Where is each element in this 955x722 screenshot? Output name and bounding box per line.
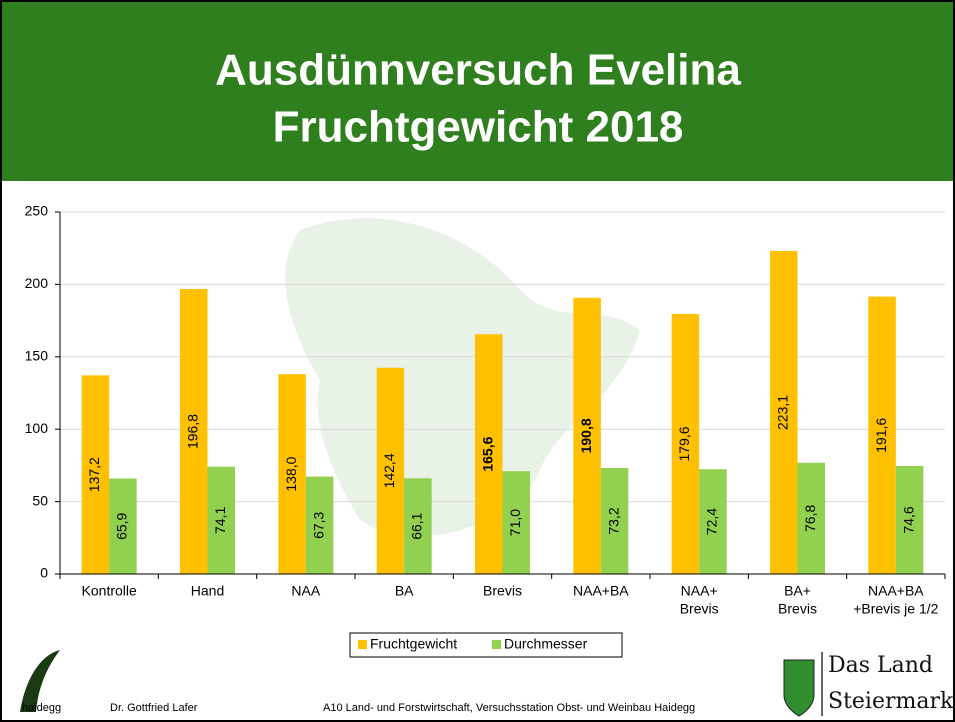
haidegg-logo bbox=[20, 650, 60, 712]
plot: 0 50 100 150 200 250 137,2 196,8 138,0 142,4 165,6… bbox=[25, 203, 946, 617]
bar bbox=[81, 375, 110, 574]
value-label: 67,3 bbox=[310, 511, 326, 538]
bar bbox=[699, 469, 727, 574]
brand-line: Das Land bbox=[828, 653, 933, 678]
x-tick-label: +Brevis je 1/2 bbox=[853, 601, 938, 617]
header-band bbox=[1, 1, 954, 181]
x-tick-label: BA bbox=[395, 583, 414, 599]
institution: A10 Land- und Forstwirtschaft, Versuchss… bbox=[323, 702, 695, 714]
x-tick-label: Kontrolle bbox=[82, 583, 137, 599]
bar bbox=[502, 471, 530, 574]
bar bbox=[278, 374, 306, 574]
bar bbox=[180, 289, 208, 574]
value-label: 223,1 bbox=[774, 395, 790, 430]
title-line: Fruchtgewicht 2018 bbox=[273, 103, 684, 152]
y-tick-label: 150 bbox=[25, 348, 49, 364]
bar bbox=[404, 478, 432, 574]
bar bbox=[895, 465, 924, 574]
value-label: 73,2 bbox=[605, 507, 621, 534]
bar bbox=[109, 478, 137, 574]
value-label: 74,1 bbox=[212, 507, 228, 534]
value-label: 137,2 bbox=[86, 457, 102, 492]
bar bbox=[573, 297, 601, 574]
bar bbox=[305, 476, 334, 574]
value-label: 72,4 bbox=[704, 508, 720, 535]
legend-label: Durchmesser bbox=[504, 636, 588, 652]
x-tick-label: Brevis bbox=[778, 601, 817, 617]
value-label: 191,6 bbox=[873, 418, 889, 453]
value-label: 74,6 bbox=[900, 506, 916, 533]
x-tick-label: NAA+BA bbox=[573, 583, 629, 599]
value-label: 165,6 bbox=[479, 436, 495, 471]
watermark bbox=[285, 218, 640, 537]
value-label: 190,8 bbox=[578, 418, 594, 453]
author: Dr. Gottfried Lafer bbox=[110, 702, 198, 714]
value-label: 179,6 bbox=[676, 426, 692, 461]
value-label: 142,4 bbox=[381, 453, 397, 488]
y-tick-label: 200 bbox=[25, 275, 49, 291]
bar bbox=[376, 367, 405, 574]
value-label: 196,8 bbox=[184, 414, 200, 449]
bar bbox=[671, 313, 700, 574]
y-tick-label: 50 bbox=[32, 492, 48, 508]
x-tick-label: NAA+ bbox=[681, 583, 718, 599]
y-tick-label: 250 bbox=[25, 203, 49, 219]
x-tick-label: NAA bbox=[291, 583, 320, 599]
x-tick-label: Brevis bbox=[680, 601, 719, 617]
logo-text: haidegg bbox=[22, 702, 61, 714]
bar bbox=[770, 250, 798, 574]
legend-box bbox=[349, 632, 623, 658]
value-label: 76,8 bbox=[802, 505, 818, 532]
x-tick-label: Hand bbox=[191, 583, 224, 599]
bar bbox=[868, 296, 896, 574]
x-tick-label: BA+ bbox=[784, 583, 811, 599]
bar bbox=[475, 334, 503, 574]
x-tick-label: Brevis bbox=[483, 583, 522, 599]
y-tick-label: 100 bbox=[25, 420, 49, 436]
legend-swatch bbox=[492, 640, 501, 649]
value-label: 66,1 bbox=[409, 512, 425, 539]
y-tick-label: 0 bbox=[40, 565, 48, 581]
value-label: 71,0 bbox=[507, 509, 523, 536]
value-label: 65,9 bbox=[114, 512, 130, 539]
bar bbox=[207, 466, 235, 574]
title-line: Ausdünnversuch Evelina bbox=[215, 46, 741, 95]
legend-label: Fruchtgewicht bbox=[370, 636, 457, 652]
x-tick-label: NAA+BA bbox=[868, 583, 924, 599]
brand-line: Steiermark bbox=[828, 689, 954, 714]
bar bbox=[600, 468, 629, 574]
bar bbox=[797, 462, 825, 574]
coat-of-arms bbox=[783, 659, 815, 717]
legend-swatch bbox=[358, 640, 367, 649]
value-label: 138,0 bbox=[283, 456, 299, 491]
